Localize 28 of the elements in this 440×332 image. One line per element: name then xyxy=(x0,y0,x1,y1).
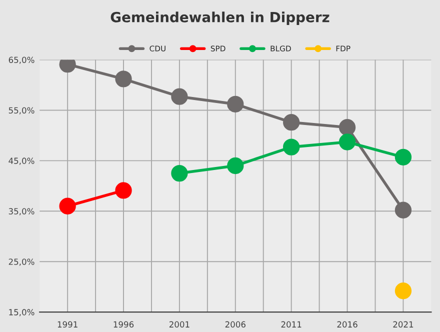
x-tick-label: 1996 xyxy=(114,321,134,328)
point xyxy=(338,134,356,150)
point xyxy=(115,182,132,199)
x-tick-label: 2021 xyxy=(393,321,414,328)
point xyxy=(283,114,300,131)
y-tick-label: 15,0% xyxy=(9,309,34,316)
point xyxy=(283,138,300,156)
y-tick-label: 65,0% xyxy=(8,56,34,64)
point xyxy=(171,164,188,182)
point xyxy=(394,282,412,300)
point xyxy=(171,88,188,105)
y-tick-label: 45,0% xyxy=(8,158,34,165)
point xyxy=(227,96,244,112)
point xyxy=(227,157,244,174)
chart-title: Gemeindewahlen in Dipperz xyxy=(110,12,330,26)
point xyxy=(115,70,132,88)
x-tick-label: 2011 xyxy=(281,321,302,328)
y-tick-label: 55,0% xyxy=(8,107,34,114)
point xyxy=(394,148,412,166)
point xyxy=(394,202,412,218)
y-tick-label: 35,0% xyxy=(8,208,34,216)
point xyxy=(338,119,356,136)
point xyxy=(59,198,76,214)
x-tick-label: 1991 xyxy=(58,321,78,328)
x-tick-label: 2006 xyxy=(225,321,246,328)
y-tick-label: 25,0% xyxy=(8,258,34,266)
x-tick-label: 2016 xyxy=(337,321,358,328)
x-tick-label: 2001 xyxy=(169,321,190,328)
